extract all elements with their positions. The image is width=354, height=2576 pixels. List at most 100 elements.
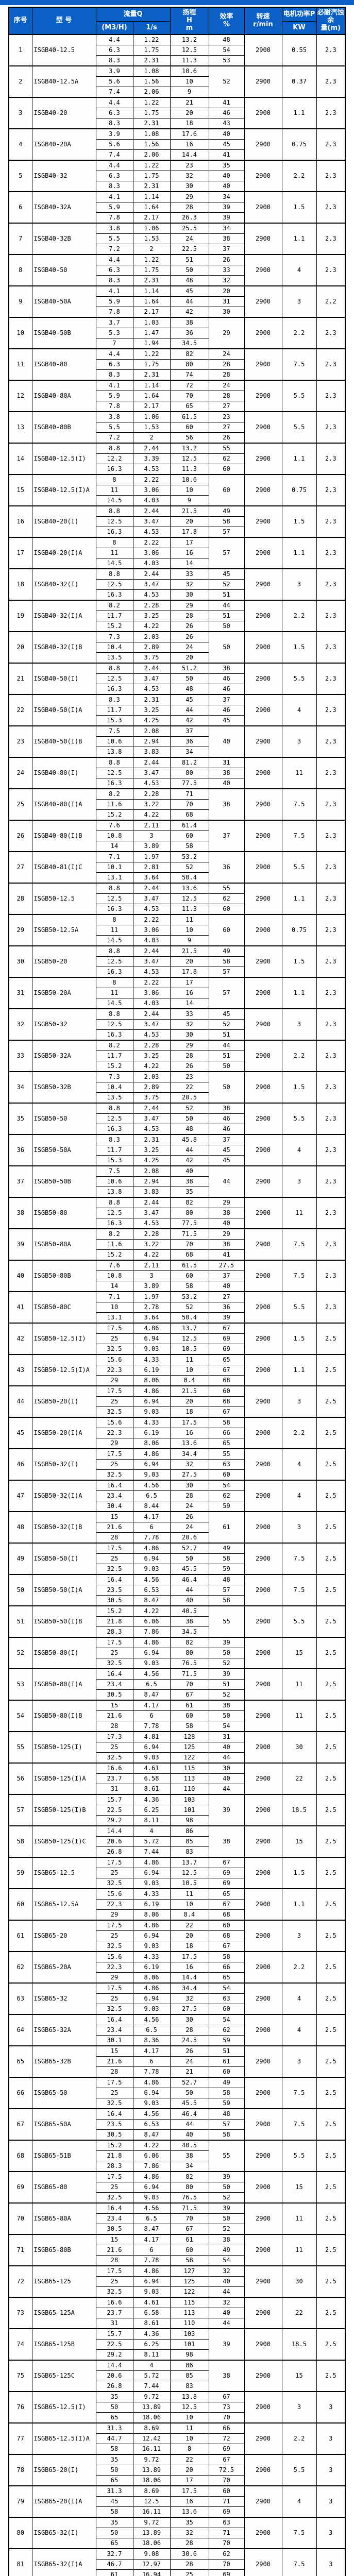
cell-eff: 45: [208, 715, 245, 726]
table-row: 7.4 2.06 9: [9, 87, 345, 98]
cell-speed: 2900: [244, 1700, 282, 1732]
cell-no: 73: [8, 2297, 32, 2329]
cell-q: 16.4: [95, 1574, 133, 1585]
cell-q: 12.5: [95, 1208, 133, 1218]
cell-ls: 2.31: [132, 118, 171, 129]
table-row: 25 6.94 32 63: [9, 1993, 345, 2004]
cell-eff: 46: [208, 1113, 245, 1124]
cell-q: 8.3: [95, 369, 133, 381]
table-row: 10.6 2.94 38: [9, 1176, 345, 1187]
cell-eff: 31: [208, 296, 245, 307]
cell-h: 38: [170, 1176, 209, 1187]
table-row: 13.8 3.83 34: [9, 747, 345, 758]
cell-eff: 38: [208, 1700, 245, 1711]
cell-ls: 13.89: [132, 2528, 171, 2538]
cell-power: 2.2: [281, 2422, 317, 2455]
cell-model: ISGB40-80B: [31, 411, 96, 444]
cell-h: 125: [170, 2276, 209, 2287]
cell-h: 30: [170, 181, 209, 192]
cell-model: ISGB65-50: [31, 2077, 96, 2109]
cell-npsh: 2.5: [316, 2202, 346, 2235]
cell-ls: 3.47: [132, 1019, 171, 1030]
cell-power: 7.5: [281, 2108, 317, 2141]
cell-q: 12.5: [95, 579, 133, 590]
cell-ls: 3.25: [132, 611, 171, 621]
cell-ls: 6.94: [132, 1742, 171, 1753]
cell-ls: 9.03: [132, 1469, 171, 1481]
cell-h: 70: [170, 1679, 209, 1690]
cell-ls: 8.11: [132, 2349, 171, 2361]
cell-h: 98: [170, 2349, 209, 2361]
cell-h: 13.2: [170, 34, 209, 45]
cell-no: 1: [8, 34, 32, 66]
cell-speed: 2900: [244, 128, 282, 161]
cell-eff: 40: [208, 1742, 245, 1753]
cell-ls: 6.5: [132, 2213, 171, 2224]
cell-h: 28: [170, 2025, 209, 2036]
cell-eff: 59: [208, 1564, 245, 1575]
cell-q: 28: [95, 2066, 133, 2078]
cell-npsh: 2.3: [316, 631, 346, 664]
table-row: 12.5 3.47 32 52: [9, 1019, 345, 1030]
table-row: 7.8 2.17 65 27: [9, 401, 345, 412]
cell-power: 7.5: [281, 2077, 317, 2109]
cell-no: 58: [8, 1825, 32, 1858]
cell-h: 32: [170, 1019, 209, 1030]
cell-speed: 2900: [244, 1417, 282, 1449]
cell-q: 7: [95, 338, 133, 349]
cell-eff: 32: [208, 2265, 245, 2277]
table-row: 28 7.78 58 54: [9, 1721, 345, 1732]
cell-power: 11: [281, 2234, 317, 2266]
cell-ls: 2.22: [132, 474, 171, 485]
cell-ls: 3.47: [132, 768, 171, 778]
cell-speed: 2900: [244, 1260, 282, 1292]
table-row: 20.6 5.72 85: [9, 2370, 345, 2381]
cell-ls: 8.06: [132, 1909, 171, 1921]
table-row: 22.3 6.19 16 66: [9, 1962, 345, 1973]
cell-q: 8.8: [95, 443, 133, 454]
cell-npsh: 2.3: [316, 411, 346, 444]
cell-ls: 7.78: [132, 1721, 171, 1732]
cell-q: 32.5: [95, 1344, 133, 1355]
cell-q: 17.5: [95, 2077, 133, 2088]
table-row: 28.3 7.86 34.5: [9, 1626, 345, 1638]
cell-npsh: 2.5: [316, 2265, 346, 2298]
table-row: 13.8 3.83 35: [9, 1187, 345, 1198]
cell-h: 46.4: [170, 1574, 209, 1585]
cell-model: ISGB50-32(I): [31, 1448, 96, 1481]
cell-model: ISGB50-50(I): [31, 1543, 96, 1575]
table-row: 32.5 9.03 122 44: [9, 2286, 345, 2298]
table-row: 20 ISGB40-32(I)B 7.3 2.03 26 50 2900 1.5 2.3: [8, 631, 346, 664]
cell-ls: 4.17: [132, 1700, 171, 1711]
cell-power: 11: [281, 1197, 317, 1229]
cell-h: 51: [170, 254, 209, 265]
table-row: 13.5 3.75 20: [9, 652, 345, 664]
cell-npsh: 2.5: [316, 1637, 346, 1669]
cell-q: 16.4: [95, 2202, 133, 2214]
cell-eff: 67: [208, 1857, 245, 1868]
cell-h: 24: [170, 233, 209, 244]
cell-ls: 4.56: [132, 1480, 171, 1491]
cell-ls: 1.75: [132, 359, 171, 370]
cell-ls: 7.86: [132, 1626, 171, 1638]
table-row: 10 ISGB40-50B 3.7 1.03 38 29 2900 2.2 2.3: [8, 317, 346, 349]
cell-h: 125: [170, 1742, 209, 1753]
cell-ls: 1.56: [132, 139, 171, 150]
cell-ls: 3.89: [132, 1281, 171, 1292]
cell-q: 8.8: [95, 1103, 133, 1114]
cell-eff: 57: [208, 527, 245, 538]
cell-speed: 2900: [244, 317, 282, 349]
cell-power: 1.5: [281, 191, 317, 224]
cell-ls: 2.44: [132, 757, 171, 768]
cell-eff: 68: [208, 1930, 245, 1941]
cell-ls: 6.94: [132, 1459, 171, 1470]
cell-speed: 2900: [244, 1543, 282, 1575]
cell-h: 83: [170, 2381, 209, 2392]
cell-q: 14.4: [95, 2360, 133, 2371]
cell-h: 20: [170, 1930, 209, 1941]
cell-q: 10.8: [95, 831, 133, 841]
cell-q: 25: [95, 1993, 133, 2004]
cell-no: 26: [8, 820, 32, 852]
table-row: 61 16.94 25 69: [9, 2569, 345, 2576]
cell-h: 17.5: [170, 1417, 209, 1428]
